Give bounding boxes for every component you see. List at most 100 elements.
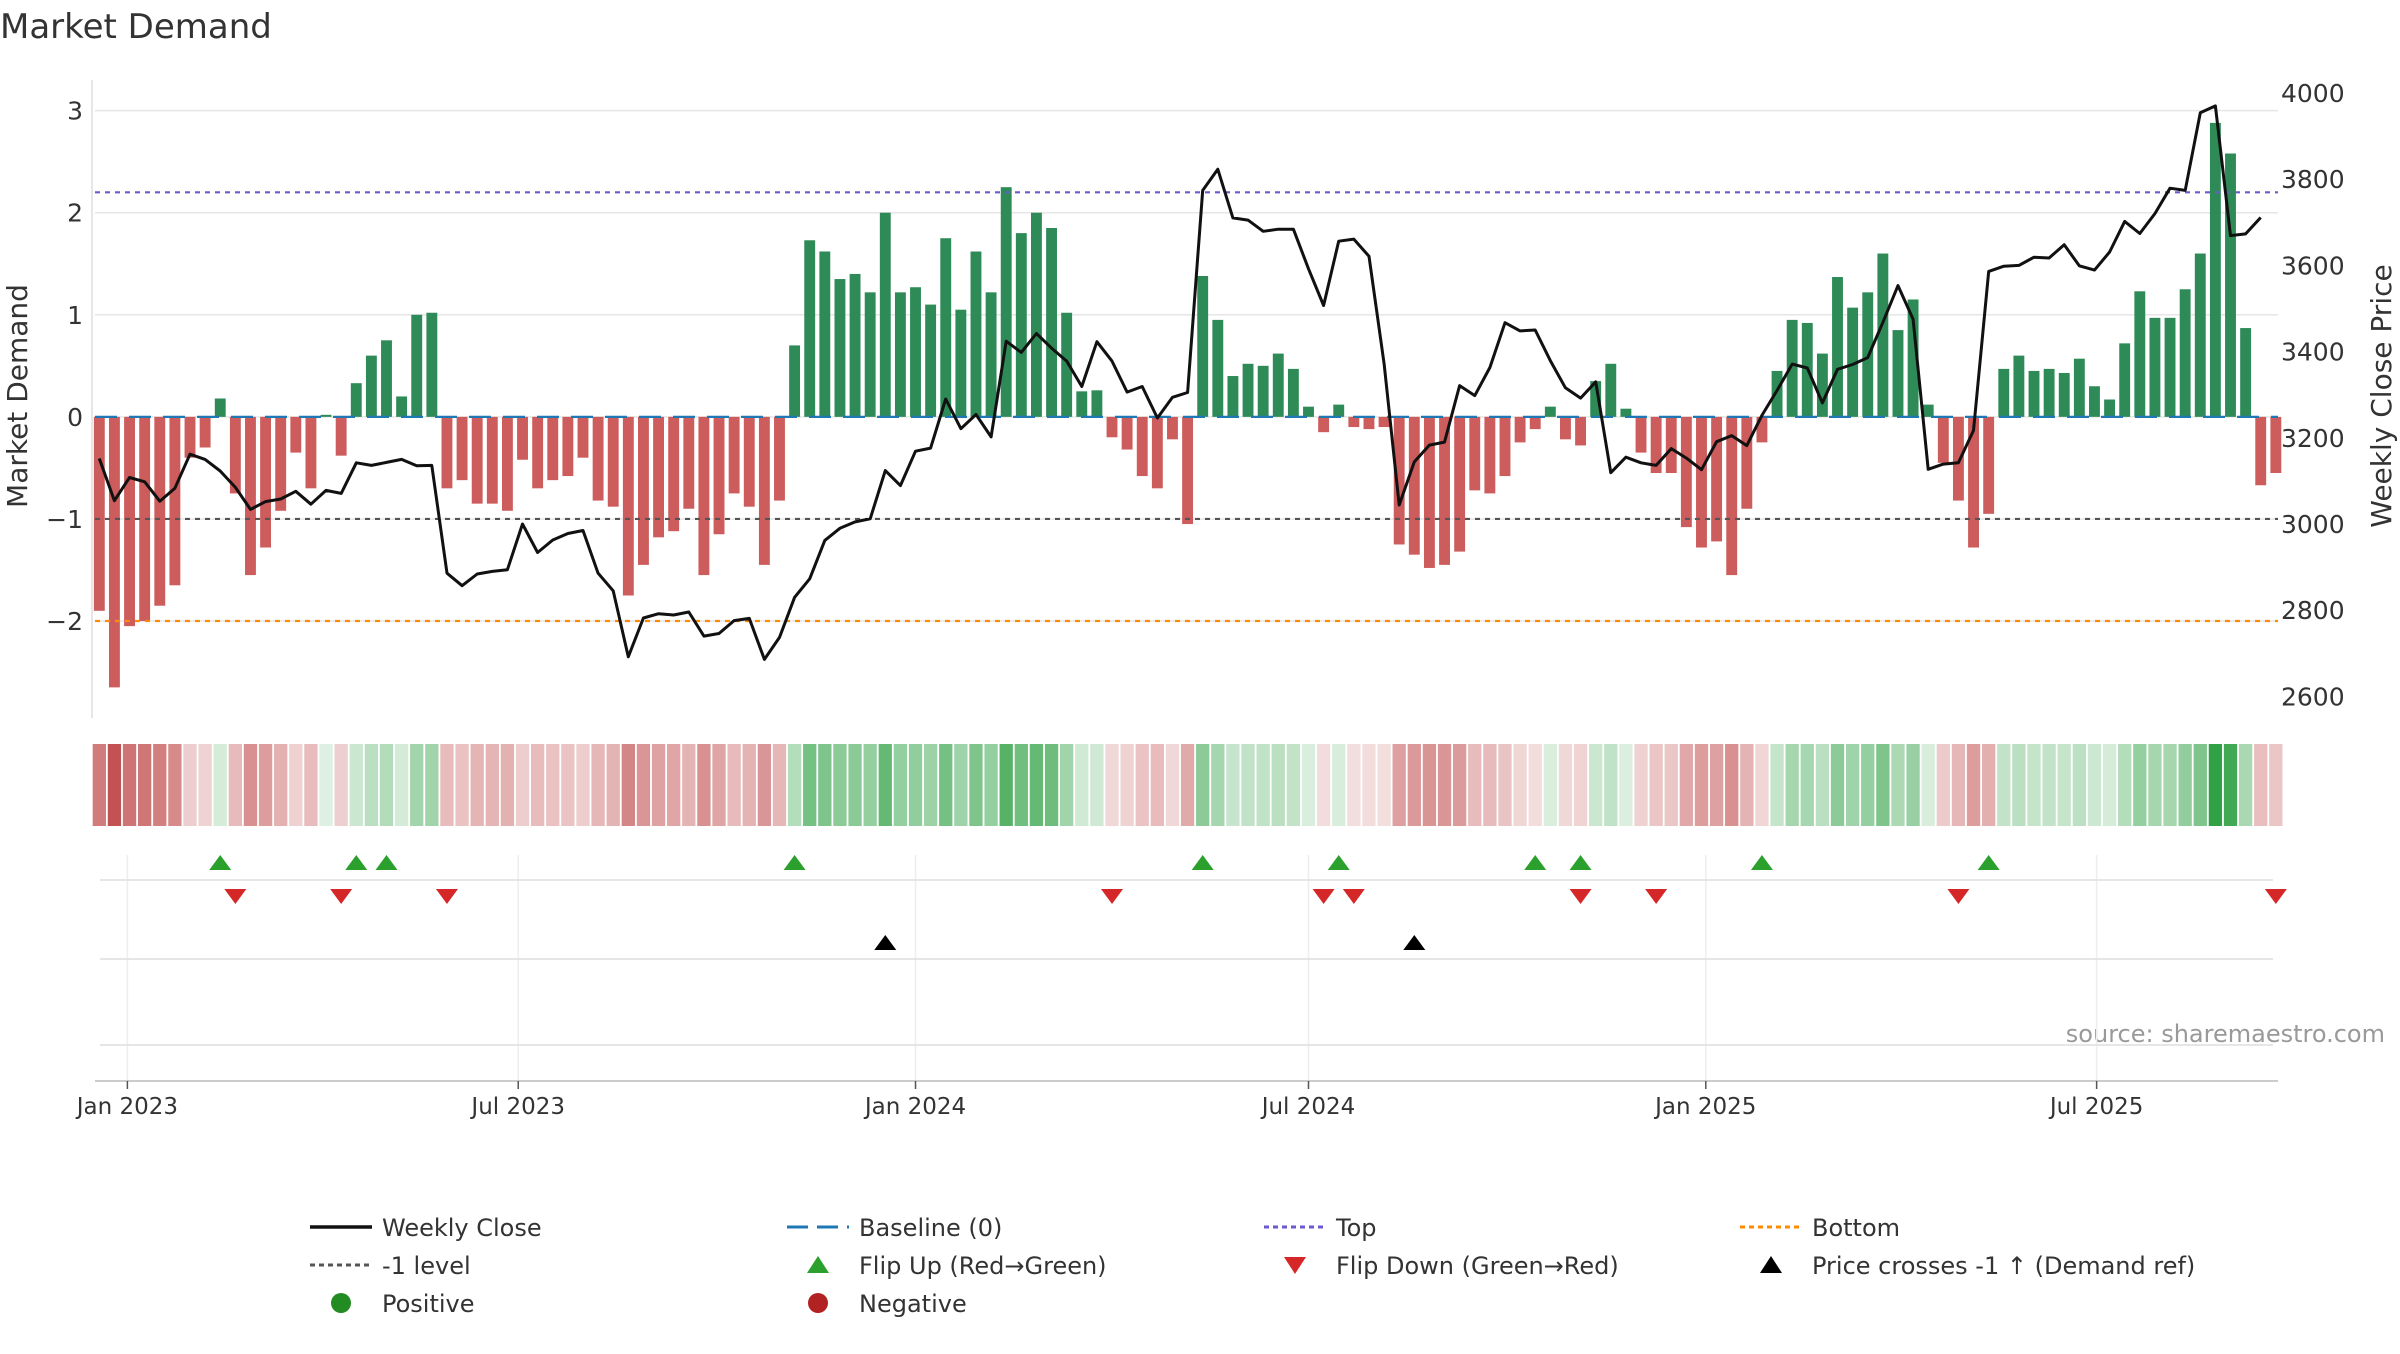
demand-bar [698, 416, 710, 576]
demand-bar [441, 416, 453, 489]
y2-tick-label: 3000 [2281, 510, 2345, 539]
heat-strip-cell [1135, 744, 1149, 826]
heat-strip-cell [2208, 744, 2223, 826]
demand-bar [290, 416, 302, 453]
flip-up-marker [783, 855, 806, 870]
flip-down-marker [1947, 889, 1970, 904]
demand-bar [486, 416, 498, 504]
demand-bar [1030, 212, 1042, 417]
legend-label-baseline: Baseline (0) [859, 1214, 1002, 1242]
legend-label-negative: Negative [859, 1290, 967, 1318]
heat-strip-cell [908, 744, 923, 826]
demand-bar [199, 416, 211, 448]
heat-strip-cell [939, 744, 953, 826]
heat-strip-cell [485, 744, 499, 826]
flip-up-marker [1569, 855, 1592, 870]
demand-bar [1121, 416, 1133, 450]
demand-bar [2240, 328, 2252, 417]
heat-strip-cell [1951, 744, 1966, 826]
demand-bar [879, 212, 891, 417]
heat-strip-cell [1921, 744, 1935, 826]
heat-strip-cell [122, 744, 137, 826]
flip-down-marker [330, 889, 353, 904]
y2-tick-label: 4000 [2281, 79, 2345, 108]
demand-bar [1998, 368, 2010, 417]
heat-strip-cell [1830, 744, 1845, 826]
heat-strip-cell [243, 744, 258, 826]
demand-bar [305, 416, 317, 489]
flip-up-marker [375, 855, 398, 870]
demand-bar [2043, 368, 2055, 417]
demand-bar [1847, 307, 1859, 417]
y2-tick-label: 2600 [2281, 682, 2345, 711]
heat-strip-cell [757, 744, 772, 826]
heat-strip-cell [1060, 744, 1074, 826]
demand-bar [819, 251, 831, 417]
heat-strip-cell [1876, 744, 1890, 826]
demand-bar [260, 416, 272, 548]
demand-bar [1106, 416, 1118, 438]
demand-bar [2089, 386, 2100, 417]
demand-bar [1635, 416, 1647, 453]
demand-bar [1151, 416, 1163, 489]
legend-label-flip-up: Flip Up (Red→Green) [859, 1252, 1107, 1280]
flip-up-marker [1327, 855, 1350, 870]
heat-strip-cell [410, 744, 424, 826]
heat-strip-cell [274, 744, 288, 826]
heat-strip-cell [893, 744, 908, 826]
demand-bar [910, 287, 921, 417]
demand-bar [774, 416, 785, 501]
heat-strip-cell [2193, 744, 2207, 826]
heat-strip-cell [1044, 744, 1059, 826]
demand-bar [1167, 416, 1178, 440]
demand-bar [2209, 122, 2221, 417]
heat-strip-cell [440, 744, 454, 826]
heat-strip-cell [2223, 744, 2238, 826]
heat-strip-cell [168, 744, 182, 826]
demand-bar [1605, 363, 1617, 417]
heat-strip-cell [1800, 744, 1814, 826]
heat-strip-cell [667, 744, 681, 826]
heat-strip-cell [636, 744, 651, 826]
heat-strip-cell [2118, 744, 2132, 826]
demand-bar [1197, 275, 1209, 417]
demand-bar [1061, 312, 1073, 417]
demand-bar [622, 416, 634, 596]
heat-strip-cell [228, 744, 243, 826]
demand-bar [1287, 368, 1299, 417]
demand-bar [1590, 381, 1602, 417]
demand-bar [2134, 291, 2146, 417]
heat-strip-cell [1150, 744, 1165, 826]
demand-bar [1257, 365, 1269, 417]
flip-down-marker [224, 889, 247, 904]
heat-strip-cell [153, 744, 167, 826]
flip-down-marker [1569, 889, 1592, 904]
heat-strip-cell [1180, 744, 1195, 826]
demand-bar [1983, 416, 1995, 514]
heat-strip-cell [1105, 744, 1119, 826]
heat-strip-cell [1241, 744, 1255, 826]
heat-strip-cell [1997, 744, 2011, 826]
demand-bar [1272, 353, 1284, 417]
heat-strip-cell [2254, 744, 2268, 826]
heat-strip-cell [682, 744, 696, 826]
heat-strip-cell [1332, 744, 1346, 826]
demand-bar [592, 416, 604, 501]
demand-bar [1393, 416, 1405, 545]
legend-label-positive: Positive [382, 1290, 475, 1318]
heat-strip-cell [561, 744, 575, 826]
heat-strip-cell [1528, 744, 1542, 826]
demand-bar [471, 416, 483, 504]
y-tick-label: 3 [67, 97, 83, 126]
x-tick-label: Jan 2024 [863, 1094, 966, 1120]
legend-label-flip-down: Flip Down (Green→Red) [1336, 1252, 1619, 1280]
heat-strip-cell [213, 744, 227, 826]
flip-up-marker [1524, 855, 1547, 870]
demand-bar [1620, 408, 1632, 417]
heat-strip-cell [289, 744, 303, 826]
flip-up-marker [1977, 855, 2000, 870]
demand-bar [184, 416, 196, 458]
y-tick-label: 2 [67, 199, 83, 228]
demand-bar [1091, 390, 1103, 417]
heat-strip-cell [530, 744, 545, 826]
